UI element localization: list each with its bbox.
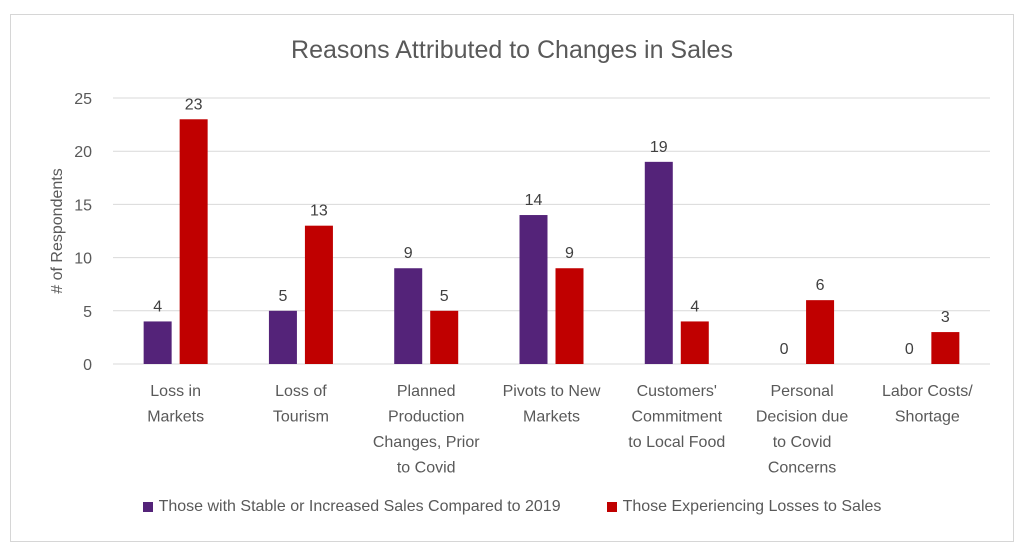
data-label: 5	[278, 288, 287, 305]
data-label: 23	[185, 96, 203, 113]
legend-label-stable: Those with Stable or Increased Sales Com…	[158, 498, 561, 515]
x-tick-label: Customers'	[637, 383, 717, 400]
data-label: 0	[780, 341, 789, 358]
x-tick-label: to Local Food	[628, 434, 725, 451]
bar-stable	[644, 161, 673, 364]
y-tick-label: 0	[83, 357, 92, 374]
x-tick-label: Decision due	[756, 409, 849, 426]
data-label: 14	[525, 192, 543, 209]
chart-legend: Those with Stable or Increased Sales Com…	[0, 498, 1024, 516]
data-label: 9	[565, 245, 574, 262]
y-tick-label: 25	[74, 91, 92, 108]
data-label: 4	[153, 298, 162, 315]
bar-losses	[179, 119, 208, 364]
bar-losses	[806, 300, 835, 364]
x-tick-label: Markets	[147, 409, 204, 426]
legend-swatch-stable	[142, 502, 153, 512]
x-tick-label: Concerns	[768, 460, 836, 477]
bar-stable	[143, 321, 172, 364]
bar-losses	[555, 268, 584, 364]
y-tick-label: 20	[74, 144, 92, 161]
data-label: 3	[941, 309, 950, 326]
bar-losses	[931, 332, 960, 364]
x-tick-label: Loss in	[150, 383, 201, 400]
legend-swatch-losses	[606, 502, 617, 512]
legend-label-losses: Those Experiencing Losses to Sales	[622, 498, 882, 515]
chart-title: Reasons Attributed to Changes in Sales	[291, 36, 733, 64]
legend-item-stable: Those with Stable or Increased Sales Com…	[142, 498, 561, 516]
x-tick-label: to Covid	[773, 434, 832, 451]
bar-stable	[519, 215, 548, 364]
data-label: 19	[650, 139, 668, 156]
legend-item-losses: Those Experiencing Losses to Sales	[606, 498, 882, 516]
x-tick-label: Tourism	[273, 409, 329, 426]
y-tick-label: 15	[74, 197, 92, 214]
data-label: 13	[310, 203, 328, 220]
x-tick-label: Changes, Prior	[373, 434, 480, 451]
data-label: 4	[690, 298, 699, 315]
x-tick-label: Shortage	[895, 409, 960, 426]
data-label: 0	[905, 341, 914, 358]
chart-frame	[10, 14, 1014, 542]
bar-stable	[394, 268, 423, 364]
data-label: 9	[404, 245, 413, 262]
y-tick-label: 5	[83, 304, 92, 321]
data-label: 5	[440, 288, 449, 305]
bar-losses	[680, 321, 709, 364]
bar-losses	[304, 225, 333, 364]
x-tick-label: Production	[388, 409, 465, 426]
x-tick-label: Loss of	[275, 383, 327, 400]
x-tick-label: Planned	[397, 383, 456, 400]
x-tick-label: Labor Costs/	[882, 383, 973, 400]
x-tick-label: Personal	[770, 383, 833, 400]
x-tick-label: Commitment	[631, 409, 722, 426]
x-tick-label: to Covid	[397, 460, 456, 477]
y-tick-label: 10	[74, 251, 92, 268]
x-tick-label: Markets	[523, 409, 580, 426]
y-axis-label: # of Respondents	[49, 168, 66, 293]
bar-stable	[268, 310, 297, 364]
x-tick-label: Pivots to New	[503, 383, 601, 400]
data-label: 6	[816, 277, 825, 294]
bar-losses	[430, 310, 459, 364]
